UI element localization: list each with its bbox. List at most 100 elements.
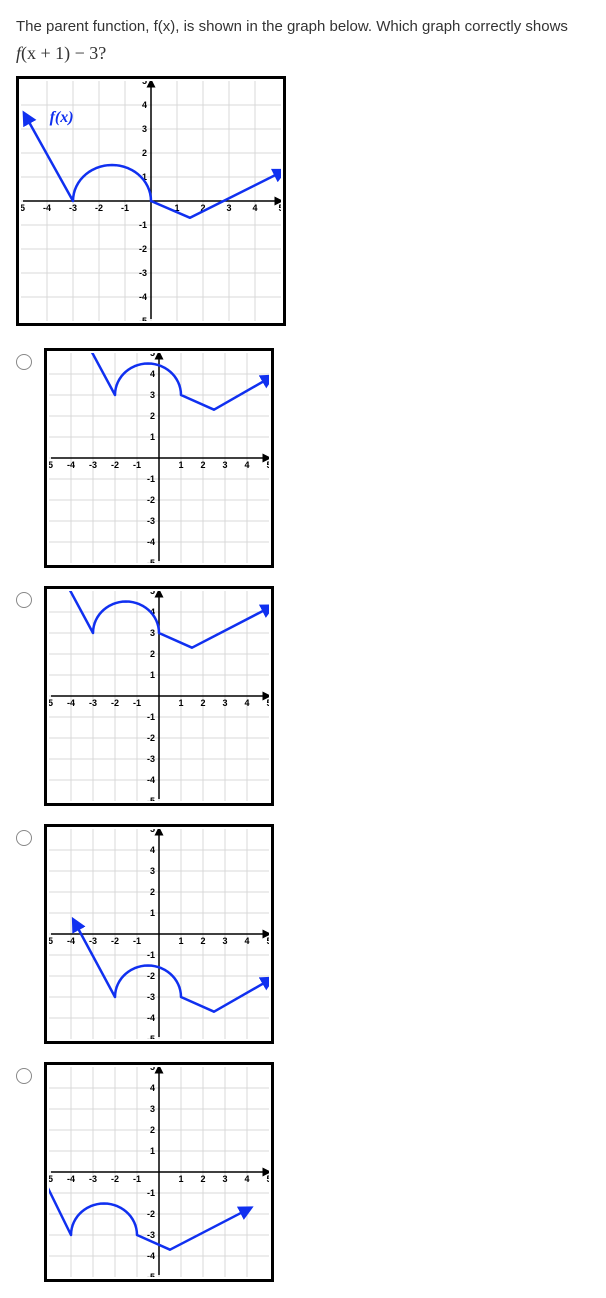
svg-text:-2: -2: [147, 1209, 155, 1219]
option-radio-D[interactable]: [16, 1068, 32, 1084]
svg-text:-3: -3: [147, 1230, 155, 1240]
svg-text:1: 1: [178, 1174, 183, 1184]
svg-text:1: 1: [178, 460, 183, 470]
svg-text:-1: -1: [133, 460, 141, 470]
svg-text:-1: -1: [147, 712, 155, 722]
svg-text:3: 3: [226, 203, 231, 213]
svg-text:-2: -2: [139, 244, 147, 254]
option-row-A[interactable]: -5-4-3-2-112345-5-4-3-2-112345: [16, 348, 590, 568]
question-formula: f(x + 1) − 3?: [16, 43, 590, 64]
svg-text:-2: -2: [147, 733, 155, 743]
svg-text:-3: -3: [139, 268, 147, 278]
svg-text:5: 5: [150, 829, 155, 834]
option-graph-B: -5-4-3-2-112345-5-4-3-2-112345: [49, 591, 269, 801]
svg-text:-1: -1: [147, 950, 155, 960]
svg-text:4: 4: [150, 1083, 155, 1093]
option-graph-frame-B: -5-4-3-2-112345-5-4-3-2-112345: [44, 586, 274, 806]
option-row-D[interactable]: -5-4-3-2-112345-5-4-3-2-112345: [16, 1062, 590, 1282]
svg-text:-4: -4: [67, 936, 75, 946]
option-row-B[interactable]: -5-4-3-2-112345-5-4-3-2-112345: [16, 586, 590, 806]
svg-text:-3: -3: [89, 1174, 97, 1184]
svg-text:2: 2: [200, 1174, 205, 1184]
parent-graph-frame: -5-4-3-2-112345-5-4-3-2-112345f(x): [16, 76, 286, 326]
svg-text:3: 3: [150, 390, 155, 400]
svg-text:4: 4: [244, 936, 249, 946]
svg-text:-4: -4: [147, 1013, 155, 1023]
svg-text:-2: -2: [111, 1174, 119, 1184]
svg-text:3: 3: [222, 460, 227, 470]
svg-text:-4: -4: [147, 537, 155, 547]
svg-text:-1: -1: [147, 474, 155, 484]
svg-text:-1: -1: [133, 1174, 141, 1184]
option-graph-A: -5-4-3-2-112345-5-4-3-2-112345: [49, 353, 269, 563]
svg-text:3: 3: [150, 1104, 155, 1114]
svg-text:1: 1: [150, 908, 155, 918]
svg-text:-4: -4: [67, 1174, 75, 1184]
svg-text:2: 2: [150, 649, 155, 659]
option-radio-C[interactable]: [16, 830, 32, 846]
svg-text:4: 4: [252, 203, 257, 213]
svg-text:-4: -4: [139, 292, 147, 302]
option-radio-B[interactable]: [16, 592, 32, 608]
svg-text:-1: -1: [133, 936, 141, 946]
svg-text:2: 2: [200, 936, 205, 946]
svg-text:5: 5: [150, 353, 155, 358]
svg-text:-5: -5: [49, 936, 53, 946]
svg-text:-2: -2: [147, 495, 155, 505]
svg-text:4: 4: [150, 369, 155, 379]
svg-text:-3: -3: [89, 460, 97, 470]
svg-text:-3: -3: [147, 516, 155, 526]
option-graph-D: -5-4-3-2-112345-5-4-3-2-112345: [49, 1067, 269, 1277]
svg-text:3: 3: [142, 124, 147, 134]
svg-text:-1: -1: [121, 203, 129, 213]
svg-text:2: 2: [150, 411, 155, 421]
svg-text:-3: -3: [89, 698, 97, 708]
svg-text:-2: -2: [111, 460, 119, 470]
svg-text:5: 5: [150, 1067, 155, 1072]
svg-text:3: 3: [150, 866, 155, 876]
question-text: The parent function, f(x), is shown in t…: [16, 16, 590, 39]
svg-text:-1: -1: [133, 698, 141, 708]
svg-text:3: 3: [222, 936, 227, 946]
svg-text:-5: -5: [21, 203, 25, 213]
svg-text:-2: -2: [111, 936, 119, 946]
svg-text:-1: -1: [139, 220, 147, 230]
svg-text:5: 5: [142, 81, 147, 86]
svg-text:1: 1: [150, 670, 155, 680]
svg-text:-4: -4: [147, 775, 155, 785]
svg-text:1: 1: [150, 1146, 155, 1156]
svg-text:-4: -4: [67, 460, 75, 470]
option-graph-C: -5-4-3-2-112345-5-4-3-2-112345: [49, 829, 269, 1039]
svg-text:-2: -2: [95, 203, 103, 213]
svg-text:-5: -5: [147, 1272, 155, 1277]
svg-text:4: 4: [244, 460, 249, 470]
svg-text:4: 4: [244, 698, 249, 708]
svg-text:3: 3: [222, 1174, 227, 1184]
option-radio-A[interactable]: [16, 354, 32, 370]
svg-text:1: 1: [150, 432, 155, 442]
svg-text:4: 4: [150, 845, 155, 855]
options-list: -5 -4 -3 -2 -1 1 2 3 4 5 -5 -4 -3 -2 -1 1 2 3 4 5 -5 -4 -3 -2 -1…: [16, 348, 590, 1282]
svg-text:3: 3: [150, 628, 155, 638]
svg-text:2: 2: [150, 887, 155, 897]
svg-text:5: 5: [266, 698, 269, 708]
svg-text:4: 4: [244, 1174, 249, 1184]
svg-text:-4: -4: [43, 203, 51, 213]
svg-text:f(x): f(x): [50, 108, 74, 125]
option-row-C[interactable]: -5-4-3-2-112345-5-4-3-2-112345: [16, 824, 590, 1044]
question-line1: The parent function, f(x), is shown in t…: [16, 18, 568, 35]
svg-text:-5: -5: [49, 698, 53, 708]
svg-text:-3: -3: [147, 754, 155, 764]
parent-graph: -5-4-3-2-112345-5-4-3-2-112345f(x): [21, 81, 281, 321]
svg-text:5: 5: [278, 203, 281, 213]
svg-text:1: 1: [178, 698, 183, 708]
svg-text:3: 3: [222, 698, 227, 708]
option-graph-frame-A: -5-4-3-2-112345-5-4-3-2-112345: [44, 348, 274, 568]
svg-text:-3: -3: [147, 992, 155, 1002]
svg-text:1: 1: [178, 936, 183, 946]
svg-text:-5: -5: [139, 316, 147, 321]
option-graph-frame-C: -5-4-3-2-112345-5-4-3-2-112345: [44, 824, 274, 1044]
svg-text:-5: -5: [147, 558, 155, 563]
svg-text:2: 2: [200, 698, 205, 708]
svg-text:-3: -3: [69, 203, 77, 213]
